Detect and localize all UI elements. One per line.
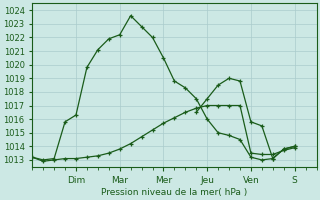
X-axis label: Pression niveau de la mer( hPa ): Pression niveau de la mer( hPa ): [101, 188, 247, 197]
